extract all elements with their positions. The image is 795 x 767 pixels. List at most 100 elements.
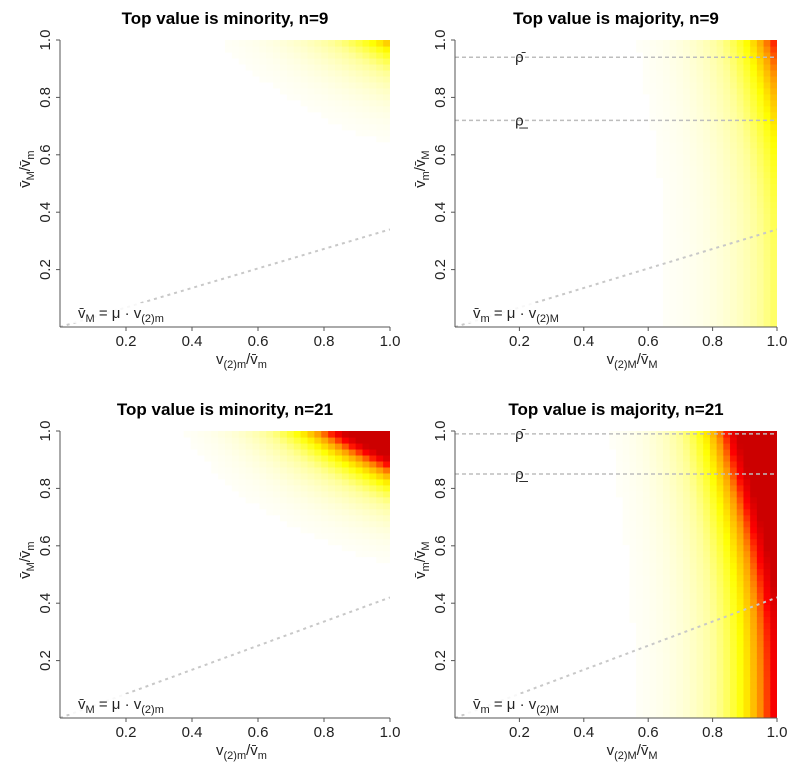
heatmap-cell xyxy=(649,616,657,623)
heatmap-cell xyxy=(709,670,718,677)
heatmap-cell xyxy=(656,622,664,629)
heatmap-cell xyxy=(743,249,751,256)
heatmap-cell xyxy=(293,520,302,528)
heatmap-cell xyxy=(676,315,684,322)
heatmap-cell xyxy=(770,712,777,718)
heatmap-cell xyxy=(376,75,384,83)
label-part: v̄ xyxy=(250,742,258,759)
heatmap-cell xyxy=(649,610,657,617)
heatmap-cell xyxy=(676,189,684,197)
heatmap-cell xyxy=(280,40,288,47)
heatmap-cell xyxy=(770,532,777,540)
heatmap-cell xyxy=(676,153,684,161)
heatmap-cell xyxy=(369,460,377,468)
heatmap-cell xyxy=(683,40,691,47)
heatmap-cell xyxy=(383,508,390,516)
heatmap-cell xyxy=(770,682,777,689)
heatmap-cell xyxy=(750,321,758,327)
heatmap-cell xyxy=(736,255,745,262)
heatmap-cell xyxy=(703,183,711,191)
heatmap-cell xyxy=(756,604,765,611)
heatmap-cell xyxy=(696,448,704,456)
heatmap-cell xyxy=(197,448,205,456)
heatmap-cell xyxy=(743,592,751,600)
heatmap-cell xyxy=(376,502,384,510)
heatmap-cell xyxy=(683,237,691,244)
heatmap-cell xyxy=(730,431,738,438)
heatmap-cell xyxy=(383,502,390,510)
heatmap-cell xyxy=(669,153,677,161)
heatmap-cell xyxy=(662,159,671,167)
heatmap-cell xyxy=(669,526,677,534)
heatmap-cell xyxy=(245,484,254,492)
heatmap-cell xyxy=(636,586,644,594)
heatmap-cell xyxy=(649,694,657,701)
heatmap-cell xyxy=(770,261,777,268)
heatmap-cell xyxy=(362,484,370,492)
heatmap-cell xyxy=(730,105,738,113)
heatmap-cell xyxy=(656,706,664,713)
heatmap-cell xyxy=(730,165,738,173)
heatmap-cell xyxy=(750,225,758,232)
heatmap-cell xyxy=(307,526,315,534)
heatmap-cell xyxy=(763,207,771,214)
heatmap-cell xyxy=(770,586,777,594)
heatmap-cell xyxy=(273,63,281,71)
heatmap-cell xyxy=(662,550,671,558)
heatmap-cell xyxy=(669,496,677,504)
heatmap-cell xyxy=(649,40,657,47)
heatmap-cell xyxy=(750,141,758,149)
heatmap-cell xyxy=(709,183,718,191)
heatmap-cell xyxy=(696,177,704,185)
heatmap-cell xyxy=(750,57,758,65)
label-part: M xyxy=(648,750,657,762)
heatmap-cell xyxy=(683,646,691,653)
heatmap-cell xyxy=(703,676,711,683)
heatmap-cell xyxy=(756,562,765,570)
panel-3: Top value is minority, n=210.2 0.4 0.6 0.8 1… xyxy=(17,400,400,762)
heatmap-cell xyxy=(676,243,684,250)
heatmap-cell xyxy=(723,81,731,89)
heatmap-cell xyxy=(293,87,302,95)
heatmap-cell xyxy=(683,502,691,510)
heatmap-cell xyxy=(763,502,771,510)
heatmap-cell xyxy=(730,646,738,653)
heatmap-cell xyxy=(286,478,295,486)
heatmap-cell xyxy=(703,622,711,629)
heatmap-cell xyxy=(676,99,684,107)
heatmap-cell xyxy=(743,436,751,444)
heatmap-cell xyxy=(300,520,309,528)
heatmap-cell xyxy=(335,87,343,95)
heatmap-cell xyxy=(662,51,671,59)
heatmap-cell xyxy=(730,652,738,659)
y-tick-label: 1.0 xyxy=(37,30,54,51)
heatmap-cell xyxy=(703,508,711,516)
heatmap-cell xyxy=(362,123,370,131)
heatmap-cell xyxy=(756,105,765,113)
heatmap-cell xyxy=(676,225,684,232)
heatmap-cell xyxy=(636,658,644,665)
heatmap-cell xyxy=(709,658,718,665)
reference-line-label: v̄m = μ · v(2)M xyxy=(473,305,559,325)
heatmap-cell xyxy=(723,237,731,244)
heatmap-cell xyxy=(736,592,745,600)
heatmap-cell xyxy=(662,57,671,65)
heatmap-cell xyxy=(689,436,698,444)
heatmap-cell xyxy=(683,45,691,53)
heatmap-cell xyxy=(669,315,677,322)
heatmap-cell xyxy=(669,321,677,327)
heatmap-cell xyxy=(676,604,684,611)
heatmap-cell xyxy=(770,568,777,576)
heatmap-cell xyxy=(369,63,377,71)
label-part: M xyxy=(86,704,95,716)
heatmap-cell xyxy=(709,309,718,316)
heatmap-cell xyxy=(763,153,771,161)
heatmap-cell xyxy=(683,75,691,83)
heatmap-cell xyxy=(348,508,357,516)
heatmap-cell xyxy=(763,436,771,444)
heatmap-cell xyxy=(348,454,357,462)
heatmap-cell xyxy=(259,63,267,71)
heatmap-cell xyxy=(716,706,724,713)
heatmap-cell xyxy=(362,117,370,125)
heatmap-cell xyxy=(696,562,704,570)
